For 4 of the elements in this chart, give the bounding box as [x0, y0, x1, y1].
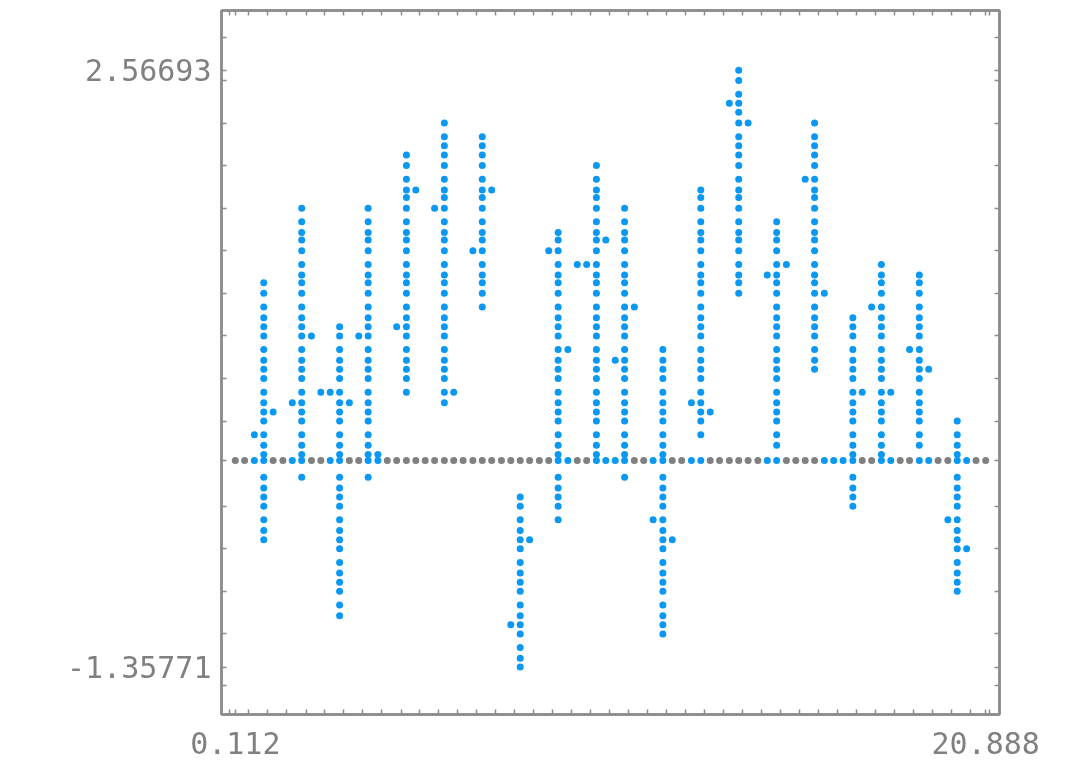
x-tick-label: 20.888 [931, 725, 1040, 761]
y-tick-label: 2.56693 [85, 53, 212, 89]
y-tick-label: -1.35771 [67, 650, 212, 686]
x-tick-label: 0.112 [190, 725, 281, 761]
